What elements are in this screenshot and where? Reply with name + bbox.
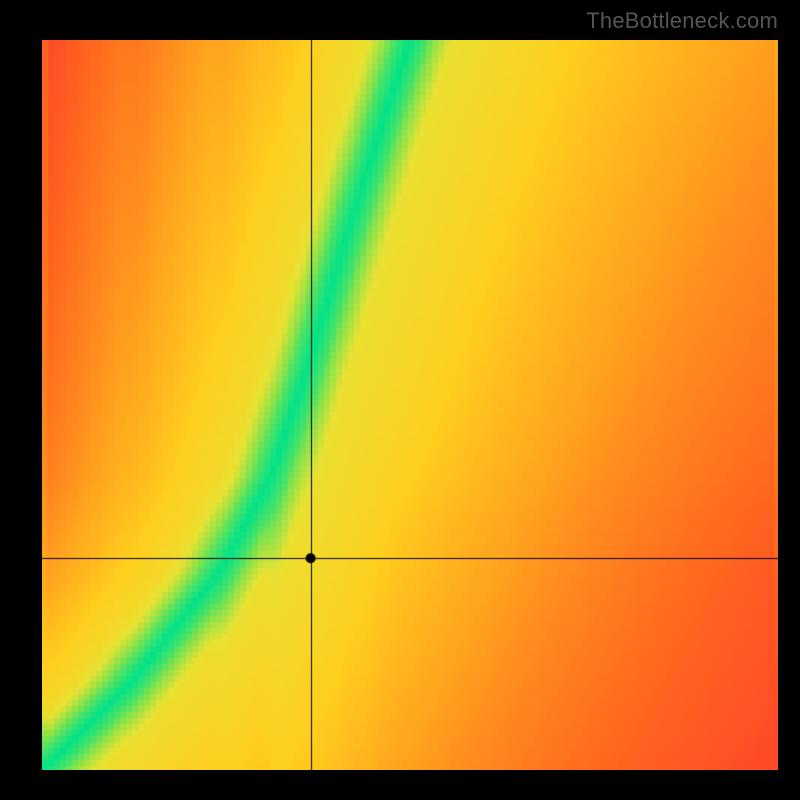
bottleneck-heatmap: [42, 40, 778, 770]
watermark-text: TheBottleneck.com: [586, 8, 778, 34]
